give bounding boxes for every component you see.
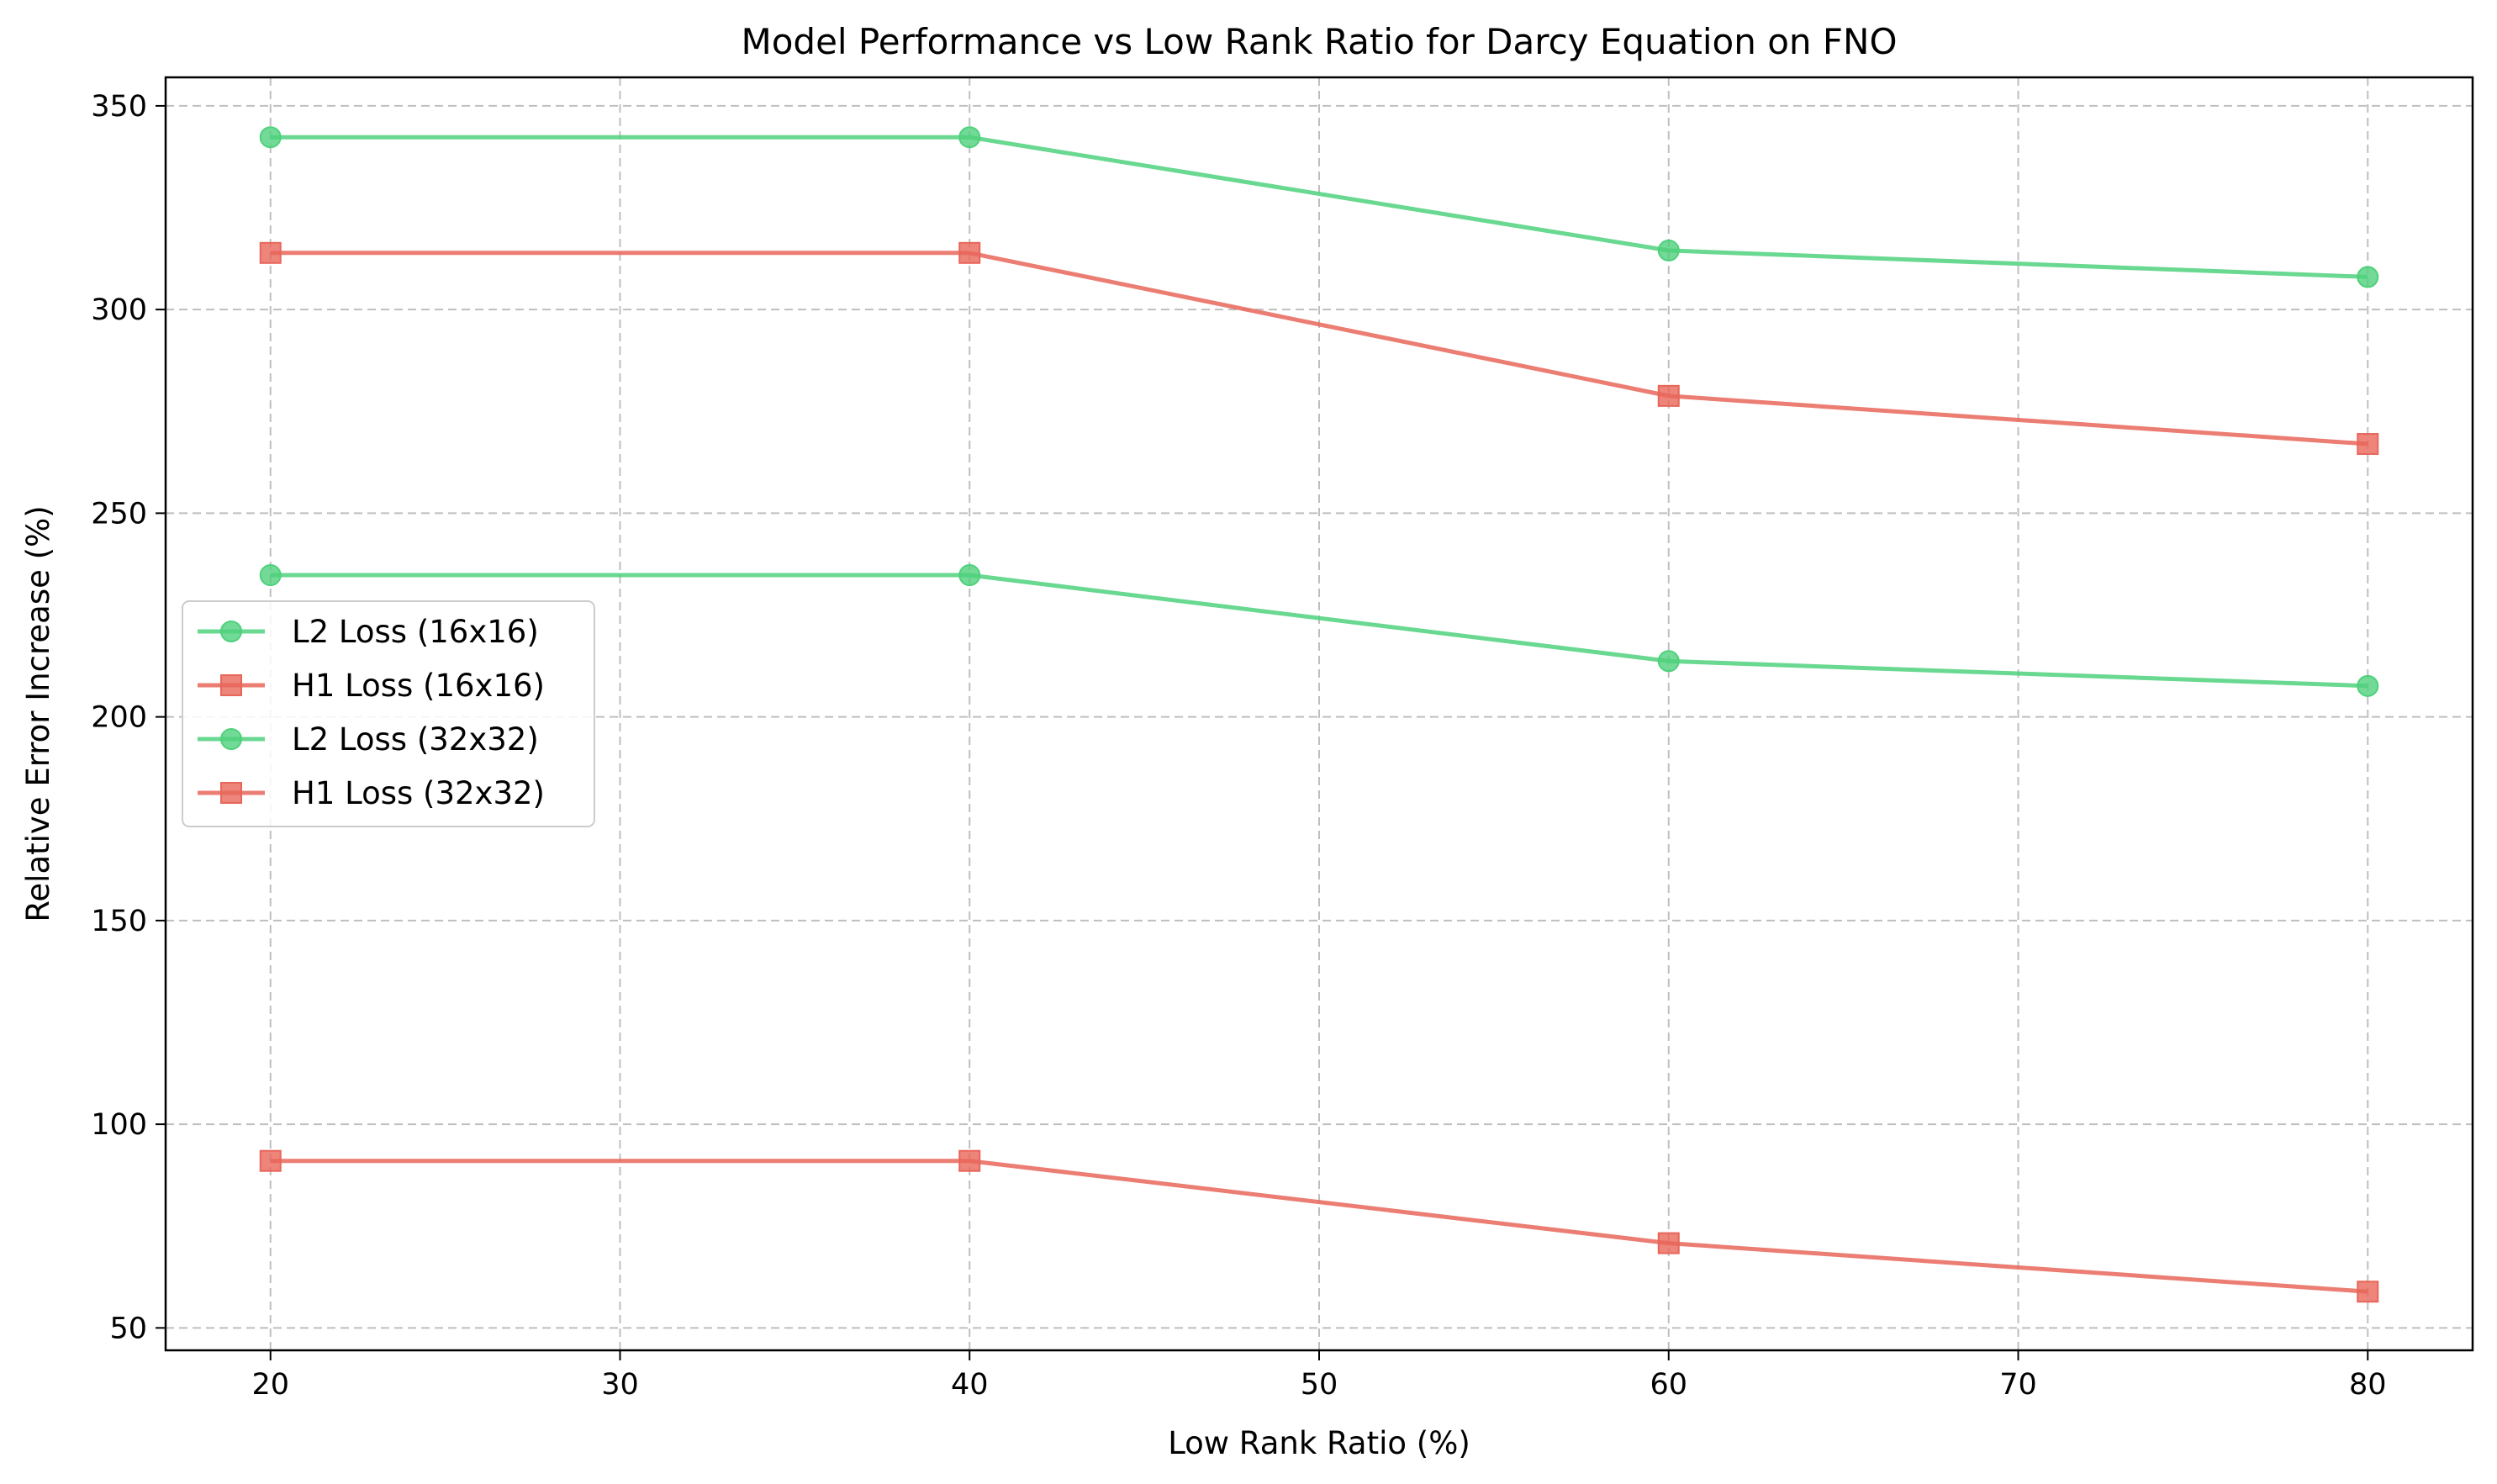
y-tick-label: 350 [91,90,147,124]
series-1 [259,126,2379,288]
data-point [958,564,981,587]
legend-label: L2 Loss (16x16) [292,614,539,650]
data-point [1657,239,1680,261]
data-point [259,564,282,587]
series-2 [259,1149,2379,1303]
data-point [958,126,981,149]
x-tick-label: 20 [251,1368,289,1402]
x-axis-label: Low Rank Ratio (%) [1168,1425,1470,1461]
series-line [270,573,2368,689]
axis-ticks: 20 30 40 50 60 70 80 50 100 150 200 250 300 350 [91,90,2386,1402]
legend-marker [220,782,242,804]
series-line [270,251,2368,446]
y-tick-label: 50 [109,1312,147,1345]
y-tick-label: 150 [91,905,147,938]
x-tick-label: 70 [1999,1368,2037,1402]
y-tick-label: 100 [91,1108,147,1142]
legend-item: H1 Loss (32x32) [198,775,545,811]
data-point [958,1149,981,1172]
legend-box [182,600,595,827]
legend-label: H1 Loss (16x16) [292,668,545,704]
legend-item: L2 Loss (32x32) [198,721,539,758]
legend-label: H1 Loss (32x32) [292,775,545,811]
y-axis-label: Relative Error Increase (%) [20,505,56,922]
legend-item: H1 Loss (16x16) [198,668,545,704]
data-point [958,241,981,264]
x-tick-label: 80 [2349,1368,2387,1402]
legend-marker [220,728,242,750]
y-tick-label: 250 [91,497,147,531]
legend: L2 Loss (16x16) H1 Loss (16x16) L2 Loss (3… [182,600,595,827]
x-tick-label: 40 [951,1368,989,1402]
series-4 [259,241,2379,456]
series-layer [259,126,2379,1303]
series-line [270,135,2368,279]
legend-marker [220,621,242,642]
legend-item: L2 Loss (16x16) [198,614,539,650]
x-tick-label: 30 [601,1368,639,1402]
y-tick-label: 300 [91,293,147,327]
series-line [270,1159,2368,1294]
chart-title: Model Performance vs Low Rank Ratio for … [741,21,1897,62]
data-point [1657,650,1680,673]
x-tick-label: 60 [1650,1368,1687,1402]
x-tick-label: 50 [1301,1368,1338,1402]
data-point [259,1149,282,1172]
data-point [259,241,282,264]
legend-label: L2 Loss (32x32) [292,721,539,758]
data-point [1657,384,1680,407]
data-point [2357,1281,2379,1303]
data-point [2357,433,2379,456]
series-3 [259,564,2379,697]
legend-marker [220,674,242,696]
data-point [259,126,282,149]
data-point [2357,674,2379,697]
y-tick-label: 200 [91,701,147,735]
data-point [2357,266,2379,288]
data-point [1657,1232,1680,1254]
